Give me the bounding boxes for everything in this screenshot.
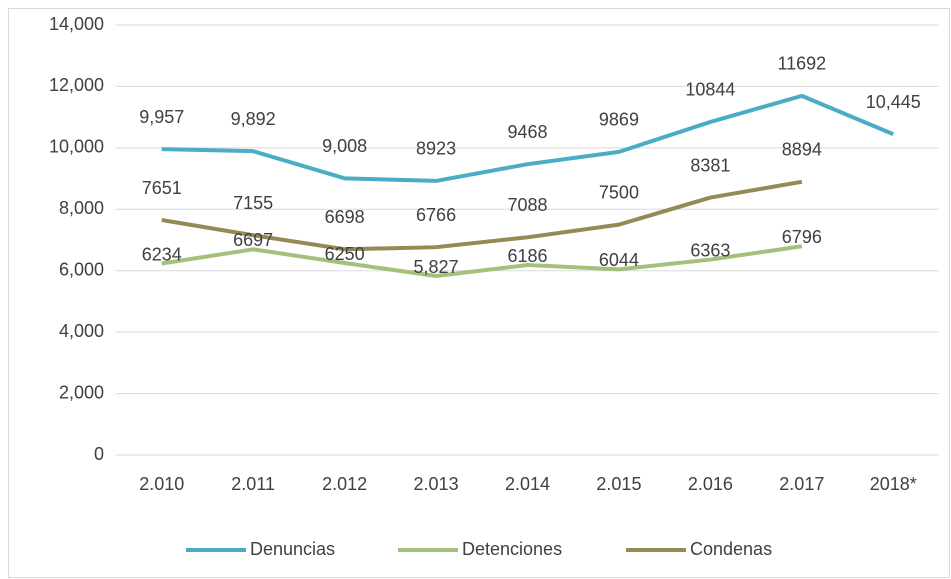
x-tick-label: 2.013 — [414, 474, 459, 494]
data-label: 9869 — [599, 110, 639, 130]
x-tick-label: 2.014 — [505, 474, 550, 494]
data-label: 6766 — [416, 205, 456, 225]
data-label: 6044 — [599, 250, 639, 270]
data-label: 6186 — [507, 246, 547, 266]
data-label: 6796 — [782, 227, 822, 247]
data-label: 9,892 — [231, 109, 276, 129]
x-tick-label: 2.012 — [322, 474, 367, 494]
legend-label: Detenciones — [462, 539, 562, 559]
data-label: 7651 — [142, 178, 182, 198]
data-label: 9,008 — [322, 136, 367, 156]
data-label: 8923 — [416, 139, 456, 159]
data-label: 6234 — [142, 244, 182, 264]
x-tick-label: 2.017 — [779, 474, 824, 494]
y-tick-label: 4,000 — [59, 321, 104, 341]
data-label: 6250 — [325, 244, 365, 264]
series-line — [161, 179, 803, 252]
data-label: 9,957 — [139, 107, 184, 127]
legend-label: Denuncias — [250, 539, 335, 559]
data-label: 7500 — [599, 182, 639, 202]
x-tick-label: 2.015 — [596, 474, 641, 494]
data-label: 10844 — [685, 80, 735, 100]
data-label: 6363 — [690, 240, 730, 260]
y-tick-label: 12,000 — [49, 75, 104, 95]
data-label: 6697 — [233, 230, 273, 250]
y-tick-label: 14,000 — [49, 14, 104, 34]
data-label: 11692 — [777, 54, 826, 74]
chart-frame — [8, 8, 950, 578]
y-tick-label: 2,000 — [59, 382, 104, 402]
data-label: 8381 — [690, 155, 730, 175]
y-tick-label: 6,000 — [59, 259, 104, 279]
data-label: 7088 — [507, 195, 547, 215]
x-tick-label: 2.010 — [139, 474, 184, 494]
data-label: 5,827 — [414, 257, 459, 277]
y-tick-label: 0 — [94, 444, 104, 464]
legend-label: Condenas — [690, 539, 772, 559]
y-tick-label: 8,000 — [59, 198, 104, 218]
x-tick-label: 2018* — [870, 474, 917, 494]
series-line — [161, 244, 803, 279]
series-line — [161, 93, 895, 183]
data-label: 8894 — [782, 140, 822, 160]
y-tick-label: 10,000 — [49, 137, 104, 157]
data-label: 9468 — [507, 122, 547, 142]
data-label: 10,445 — [866, 92, 921, 112]
data-label: 6698 — [325, 207, 365, 227]
data-label: 7155 — [233, 193, 273, 213]
x-tick-label: 2.011 — [231, 474, 275, 494]
x-tick-label: 2.016 — [688, 474, 733, 494]
